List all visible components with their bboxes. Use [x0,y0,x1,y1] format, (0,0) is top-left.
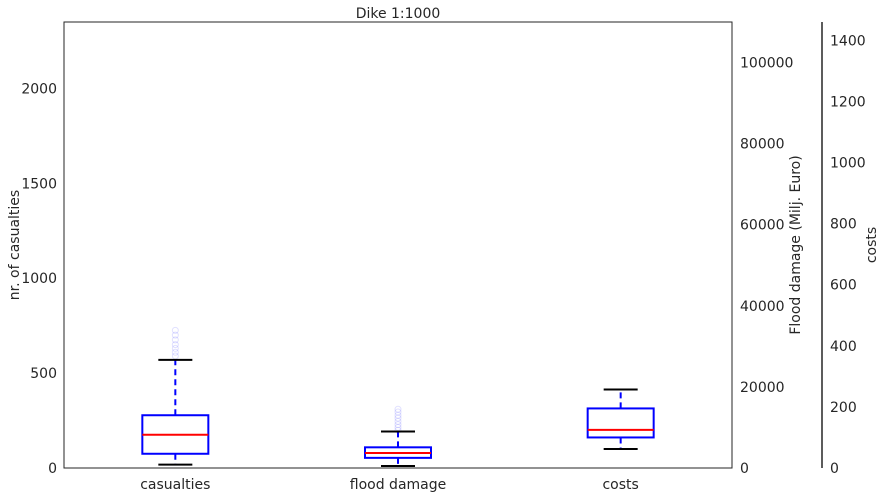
right1-y-tick-label: 60000 [740,218,785,234]
outlier-point-flood-damage [394,421,402,429]
right2-y-tick-label: 800 [830,217,857,233]
outlier-point-flood-damage [394,417,402,425]
right2-y-tick-label: 600 [830,278,857,294]
right2-y-tick-label: 400 [830,339,857,355]
left-y-tick-label: 500 [30,366,57,382]
outlier-point-casualties [171,331,179,339]
left-axis-label: nr. of casualties [7,190,23,300]
left-y-tick-label: 1000 [21,271,57,287]
outlier-point-flood-damage [394,423,402,431]
outlier-point-casualties [171,336,179,344]
right1-y-tick-label: 100000 [740,56,793,72]
x-tick-label-flood-damage: flood damage [350,477,446,493]
outlier-point-casualties [171,326,179,334]
outlier-point-flood-damage [394,408,402,416]
left-y-tick-label: 0 [48,461,57,477]
x-tick-label-costs: costs [602,477,638,493]
right2-y-tick-label: 0 [830,461,839,477]
right1-y-tick-label: 0 [740,461,749,477]
x-tick-label-casualties: casualties [140,477,210,493]
plot-frame [63,21,733,469]
box-costs [586,407,655,439]
right2-y-tick-label: 1200 [830,94,866,110]
right2-y-tick-label: 1400 [830,33,866,49]
right2-y-tick-label: 200 [830,400,857,416]
right1-y-tick-label: 40000 [740,299,785,315]
left-y-tick-label: 1500 [21,176,57,192]
outlier-point-flood-damage [394,414,402,422]
outlier-point-flood-damage [394,411,402,419]
plot-area [141,326,655,467]
right-axis-label-costs: costs [864,227,880,263]
outlier-point-casualties [171,341,179,349]
axes: casualties flood damage costs 0 500 1000 1500 2… [21,21,866,493]
right1-y-tick-label: 20000 [740,380,785,396]
right-axis-label-flood-damage: Flood damage (Milj. Euro) [788,155,804,334]
outlier-point-flood-damage [394,405,402,413]
right1-y-tick-label: 80000 [740,137,785,153]
chart-title: Dike 1:1000 [356,6,441,22]
left-y-tick-label: 2000 [21,81,57,97]
right2-y-tick-label: 1000 [830,156,866,172]
outlier-point-casualties [171,348,179,356]
outlier-point-casualties [171,344,179,352]
